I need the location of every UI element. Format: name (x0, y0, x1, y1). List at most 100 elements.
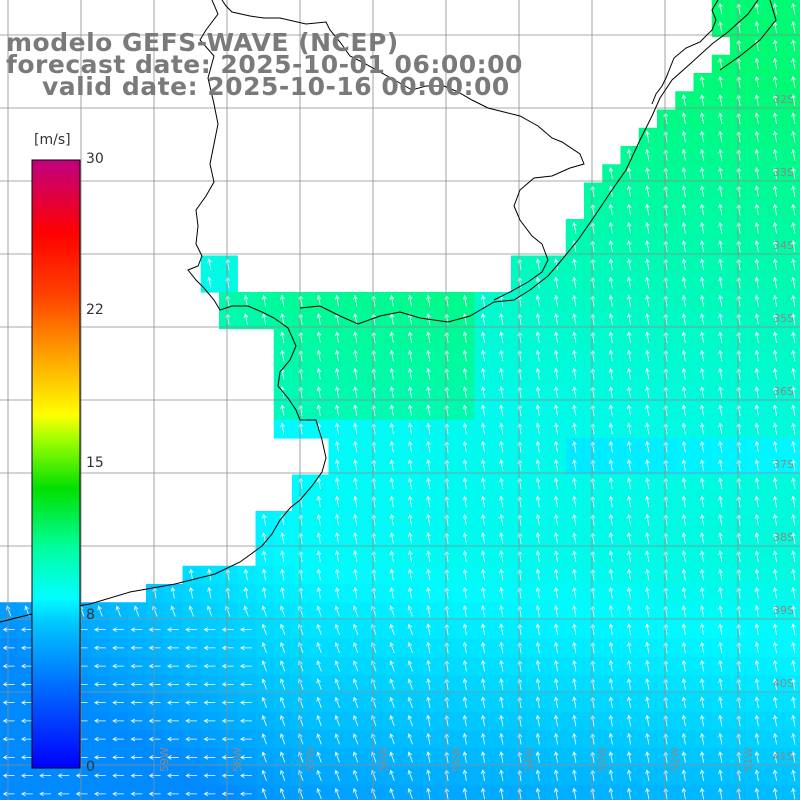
wind-arrow (754, 203, 760, 216)
wind-arrow (791, 751, 796, 763)
wind-arrow (130, 791, 143, 797)
wind-arrow (645, 513, 650, 526)
field-cell (784, 565, 800, 585)
wind-arrow (481, 641, 486, 654)
wind-arrow (681, 568, 687, 581)
wind-arrow (754, 367, 760, 380)
wind-arrow (718, 349, 723, 362)
wind-arrow (240, 736, 252, 742)
wind-arrow (608, 495, 614, 508)
wind-arrow (389, 513, 395, 526)
wind-arrow (608, 294, 614, 307)
wind-arrow (718, 477, 723, 490)
field-cell (784, 766, 800, 786)
wind-arrow (773, 714, 778, 727)
wind-arrow (627, 459, 632, 471)
wind-arrow (535, 678, 541, 690)
wind-arrow (627, 331, 632, 344)
wind-arrow (112, 627, 125, 632)
wind-arrow (316, 696, 322, 708)
wind-arrow (499, 696, 504, 709)
wind-arrow (700, 221, 705, 234)
wind-arrow (407, 660, 413, 672)
wind-arrow (773, 349, 778, 362)
wind-arrow (334, 769, 340, 781)
wind-arrow (681, 732, 687, 745)
wind-arrow (773, 203, 778, 216)
wind-arrow (334, 751, 340, 763)
wind-arrow (773, 276, 778, 289)
wind-arrow (21, 627, 33, 632)
wind-arrow (112, 773, 125, 778)
lat-label-38s: 38S (773, 531, 794, 544)
wind-arrow (335, 459, 340, 471)
wind-arrow (718, 313, 723, 325)
wind-arrow (407, 678, 413, 690)
wind-arrow (627, 678, 632, 690)
wind-arrow (240, 718, 252, 724)
wind-arrow (316, 367, 322, 380)
wind-arrow (645, 313, 650, 325)
wind-arrow (335, 477, 340, 490)
wind-arrow (389, 678, 395, 690)
field-cell (36, 784, 56, 800)
wind-arrow (645, 203, 650, 216)
wind-arrow (112, 682, 125, 687)
wind-arrow (2, 755, 15, 760)
field-cell (419, 784, 439, 800)
wind-arrow (754, 751, 760, 763)
wind-arrow (389, 696, 395, 708)
wind-arrow (462, 550, 468, 563)
wind-arrow (572, 605, 577, 617)
wind-arrow (791, 349, 796, 362)
wind-arrow (316, 532, 322, 544)
wind-arrow (718, 2, 723, 15)
coastline-lagoon-2 (719, 0, 777, 71)
wind-arrow (754, 641, 760, 654)
wind-arrow (535, 386, 541, 398)
wind-arrow (627, 532, 632, 544)
wind-arrow (21, 773, 33, 778)
wind-arrow (791, 112, 796, 125)
wind-arrow (389, 733, 395, 745)
field-cell (529, 784, 549, 800)
wind-arrow (554, 678, 559, 690)
wind-arrow (791, 258, 796, 271)
wind-arrow (353, 714, 359, 727)
wind-arrow (773, 623, 778, 636)
wind-arrow (408, 313, 413, 325)
wind-arrow (754, 659, 760, 672)
wind-arrow (353, 751, 359, 763)
wind-arrow (240, 773, 252, 778)
wind-arrow (681, 678, 687, 690)
wind-arrow (791, 769, 796, 782)
wind-arrow (645, 605, 650, 617)
wind-arrow (261, 605, 267, 617)
wind-arrow (754, 714, 760, 727)
wind-arrow (221, 718, 234, 724)
wind-arrow (608, 203, 614, 216)
wind-arrow (353, 367, 358, 380)
wind-arrow (426, 495, 431, 508)
wind-arrow (335, 294, 340, 307)
wind-arrow (754, 21, 760, 33)
field-cell (784, 36, 800, 56)
wind-arrow (718, 641, 723, 654)
wind-arrow (754, 57, 760, 70)
wind-arrow (754, 185, 760, 198)
wind-arrow (773, 422, 778, 435)
wind-arrow (94, 773, 106, 778)
wind-arrow (462, 678, 468, 690)
field-cell (711, 784, 731, 800)
wind-arrow (554, 751, 559, 763)
wind-arrow (481, 678, 486, 690)
wind-arrow (681, 258, 687, 271)
wind-arrow (408, 367, 413, 380)
wind-arrow (462, 659, 468, 672)
wind-arrow (112, 718, 125, 724)
wind-arrow (718, 659, 723, 672)
wind-arrow (21, 663, 33, 669)
wind-arrow (426, 659, 431, 672)
wind-arrow (499, 477, 504, 490)
